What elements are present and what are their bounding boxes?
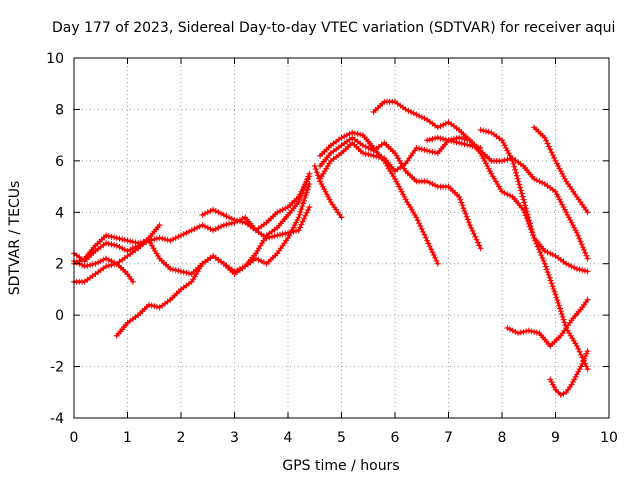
series-track-16: [547, 348, 591, 398]
series-track-15: [504, 296, 591, 349]
series-track-8: [317, 134, 484, 252]
x-tick-label: 10: [600, 430, 618, 446]
series-markers: [311, 163, 345, 221]
series-track-5: [113, 181, 313, 339]
y-tick-label: 10: [46, 51, 64, 67]
x-axis-label: GPS time / hours: [282, 458, 399, 474]
series-markers: [317, 134, 484, 252]
series-markers: [531, 124, 591, 216]
series-markers: [113, 181, 313, 339]
series-markers: [199, 204, 313, 241]
series-markers: [424, 134, 591, 262]
series-track-11: [370, 98, 591, 373]
y-tick-label: 2: [55, 257, 64, 273]
y-tick-label: 0: [55, 308, 64, 324]
grid: [74, 58, 609, 418]
series-track-3: [71, 260, 136, 285]
series-markers: [71, 170, 313, 277]
y-tick-label: 4: [55, 205, 64, 221]
series-track-4: [71, 222, 163, 270]
series-line: [372, 100, 589, 371]
axes: 0 1 2 3 4 5 6 7 8 9 10 -4 -2 0 2 4 6 8 10: [46, 51, 618, 446]
series-markers: [477, 127, 591, 275]
series-track-13: [477, 127, 591, 275]
x-tick-label: 0: [70, 430, 79, 446]
series-line: [505, 298, 589, 348]
x-tick-label: 8: [498, 430, 507, 446]
x-tick-label: 2: [177, 430, 186, 446]
x-tick-label: 7: [444, 430, 453, 446]
x-tick-label: 5: [337, 430, 346, 446]
series-line: [72, 175, 311, 266]
series-markers: [504, 296, 591, 349]
x-tick-label: 3: [230, 430, 239, 446]
series-markers: [370, 98, 591, 373]
series-track-14: [531, 124, 591, 216]
y-tick-label: 6: [55, 154, 64, 170]
chart-title: Day 177 of 2023, Sidereal Day-to-day VTE…: [52, 20, 615, 36]
series-track-12: [424, 134, 591, 262]
series-track-2: [71, 170, 313, 277]
y-axis-label: SDTVAR / TECUs: [7, 181, 23, 296]
y-tick-label: 8: [55, 102, 64, 118]
series-track-6: [199, 204, 313, 241]
x-tick-label: 4: [284, 430, 293, 446]
x-tick-label: 9: [551, 430, 560, 446]
x-tick-label: 6: [391, 430, 400, 446]
series-group: [71, 98, 591, 398]
y-tick-label: -4: [50, 411, 64, 427]
series-line: [479, 128, 589, 273]
y-tick-label: -2: [50, 360, 64, 376]
series-track-10: [311, 163, 345, 221]
x-tick-label: 1: [123, 430, 132, 446]
series-markers: [547, 348, 591, 398]
